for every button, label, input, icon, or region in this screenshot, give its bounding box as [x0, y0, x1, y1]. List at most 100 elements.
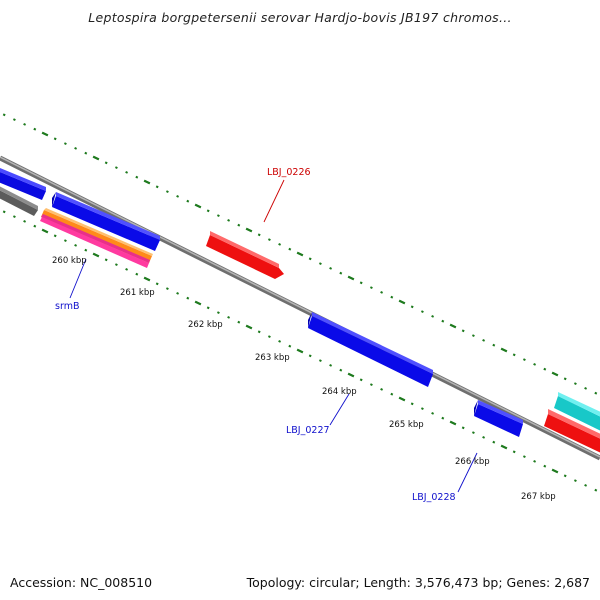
- scale-label-263: 263 kbp: [255, 353, 290, 363]
- inner-tick: [267, 335, 271, 338]
- gene-lbj-0228[interactable]: [474, 400, 523, 437]
- outer-tick: [23, 123, 27, 126]
- inner-tick: [53, 234, 57, 238]
- backbone: [0, 155, 600, 461]
- outer-tick: [41, 131, 49, 137]
- outer-tick: [12, 118, 16, 121]
- outer-tick: [441, 319, 445, 323]
- outer-tick: [390, 295, 394, 299]
- inner-tick: [125, 268, 129, 271]
- scale-label-261: 261 kbp: [120, 288, 155, 298]
- gene-label-lbj-0227[interactable]: LBJ_0227: [286, 425, 330, 436]
- inner-tick: [584, 484, 588, 487]
- gene-label-lbj-0226[interactable]: LBJ_0226: [267, 167, 311, 178]
- inner-tick: [533, 460, 537, 463]
- outer-tick: [288, 247, 292, 251]
- outer-tick: [296, 251, 304, 257]
- outer-tick: [573, 382, 577, 385]
- inner-tick: [522, 455, 526, 458]
- gene-red-right[interactable]: [544, 409, 600, 453]
- inner-tick: [186, 296, 190, 300]
- gene-label-srmb[interactable]: srmB: [55, 301, 79, 312]
- inner-tick: [288, 344, 292, 348]
- scale-label-264: 264 kbp: [322, 387, 357, 397]
- gene-lbj-0226[interactable]: [206, 231, 284, 279]
- outer-tick: [237, 223, 241, 227]
- outer-tick: [194, 203, 202, 209]
- outer-tick: [155, 185, 159, 189]
- outer-tick: [33, 127, 37, 131]
- inner-tick: [308, 354, 312, 358]
- inner-tick: [339, 368, 343, 372]
- outer-tick: [380, 291, 384, 294]
- outer-tick: [135, 175, 139, 179]
- inner-tick: [563, 474, 567, 478]
- outer-tick: [53, 137, 57, 141]
- inner-tick: [461, 426, 465, 430]
- inner-tick: [512, 450, 516, 454]
- outer-tick: [369, 286, 373, 289]
- outer-tick: [410, 305, 414, 309]
- inner-tick: [114, 263, 118, 266]
- scale-label-262: 262 kbp: [188, 320, 223, 330]
- inner-tick: [380, 388, 384, 391]
- inner-tick: [390, 392, 394, 396]
- gene-blue-left[interactable]: [0, 166, 46, 200]
- outer-tick: [257, 233, 261, 237]
- outer-tick: [431, 315, 435, 318]
- outer-tick: [227, 219, 231, 222]
- outer-tick: [267, 238, 271, 241]
- outer-tick: [206, 209, 210, 213]
- gene-cyan-right[interactable]: [554, 392, 600, 431]
- inner-tick: [165, 287, 169, 290]
- inner-tick: [449, 420, 457, 426]
- inner-tick: [104, 258, 108, 262]
- gene-srmb[interactable]: [40, 208, 153, 268]
- inner-tick: [12, 215, 16, 218]
- inner-tick: [176, 292, 180, 295]
- inner-tick: [41, 228, 49, 234]
- inner-scale-ticks: [2, 210, 598, 492]
- outer-tick: [584, 387, 588, 390]
- scale-label-265: 265 kbp: [389, 420, 424, 430]
- inner-tick: [359, 378, 363, 382]
- leader-srmb: [69, 258, 87, 299]
- scale-label-267: 267 kbp: [521, 492, 556, 502]
- gene-gray-left[interactable]: [0, 184, 38, 216]
- inner-tick: [482, 436, 486, 439]
- outer-tick: [114, 166, 118, 169]
- inner-tick: [74, 244, 78, 247]
- outer-tick: [125, 171, 129, 174]
- inner-tick: [206, 306, 210, 310]
- outer-tick: [329, 267, 333, 270]
- outer-tick: [308, 257, 312, 261]
- inner-tick: [237, 320, 241, 324]
- inner-tick: [33, 224, 37, 228]
- inner-tick: [398, 396, 406, 402]
- gene-lbj-0227[interactable]: [308, 312, 433, 387]
- outer-tick: [216, 214, 220, 217]
- inner-tick: [143, 276, 151, 282]
- outer-tick: [278, 243, 282, 246]
- outer-tick: [347, 275, 355, 281]
- outer-tick: [594, 391, 598, 395]
- inner-tick: [471, 431, 475, 434]
- outer-tick: [104, 161, 108, 165]
- outer-tick: [482, 339, 486, 342]
- outer-tick: [522, 358, 526, 361]
- inner-tick: [543, 464, 547, 468]
- outer-tick: [420, 310, 424, 313]
- inner-tick: [347, 372, 355, 378]
- inner-tick: [431, 412, 435, 415]
- inner-tick: [551, 468, 559, 474]
- inner-tick: [63, 239, 67, 242]
- gene-blue-srmb-region[interactable]: [52, 192, 160, 251]
- inner-tick: [500, 444, 508, 450]
- outer-tick: [543, 367, 547, 371]
- outer-tick: [563, 377, 567, 381]
- outer-tick: [500, 347, 508, 353]
- gene-label-lbj-0228[interactable]: LBJ_0228: [412, 492, 456, 503]
- outer-tick: [143, 179, 151, 185]
- outer-tick: [186, 199, 190, 203]
